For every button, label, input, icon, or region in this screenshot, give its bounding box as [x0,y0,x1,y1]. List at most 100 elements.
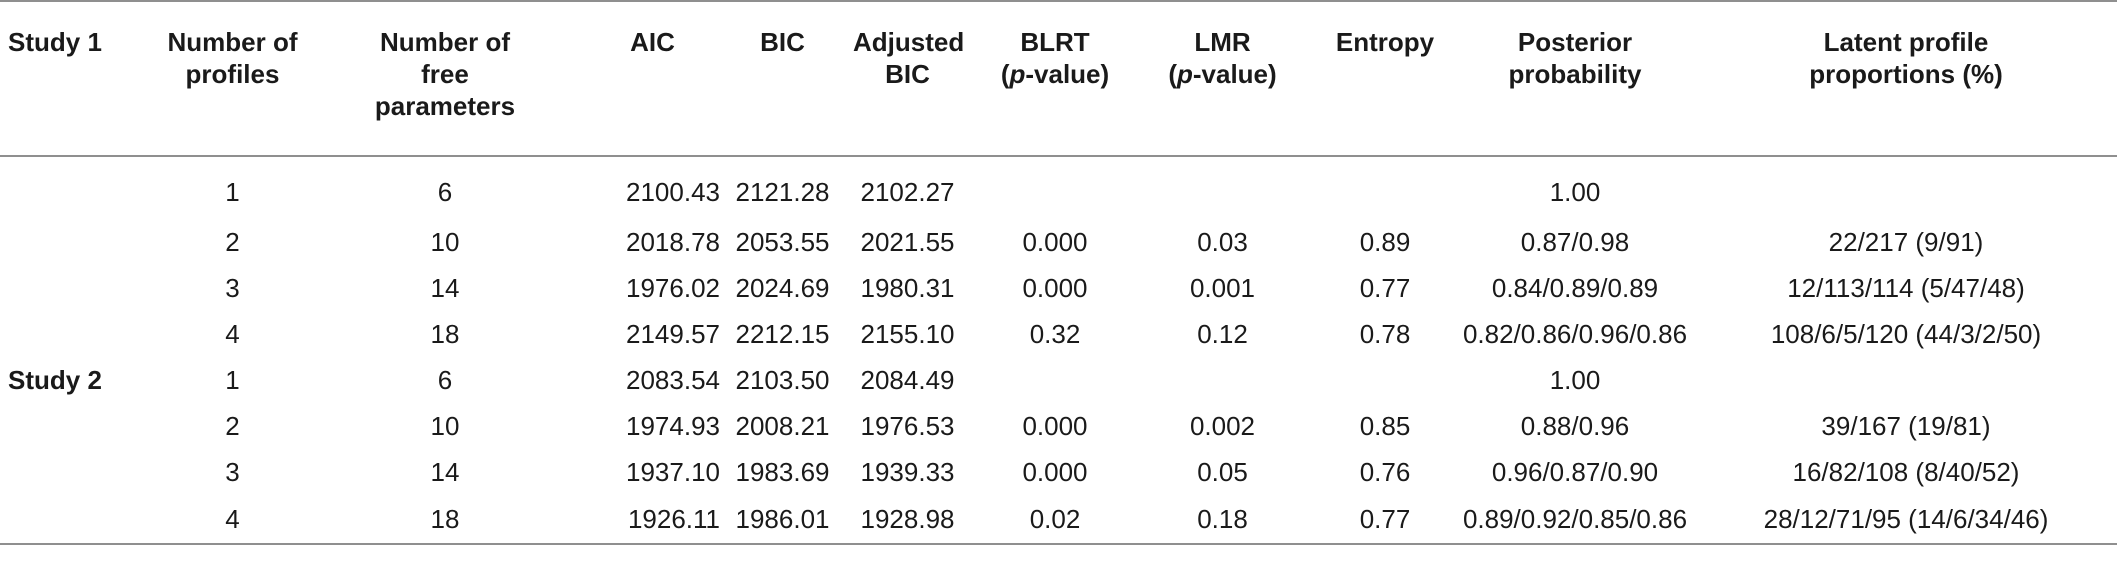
cell-params: 18 [430,319,460,349]
cell-profiles: 2 [225,227,240,257]
cell-adj-bic: 2021.55 [860,227,955,257]
cell-lmr [1130,357,1315,403]
cell-proportions: 16/82/108 (8/40/52) [1792,457,2020,487]
cell-posterior: 1.00 [1549,177,1601,207]
cell-posterior: 0.84/0.89/0.89 [1491,273,1659,303]
cell-entropy [1315,156,1455,219]
cell-entropy: 0.89 [1359,227,1411,257]
cell-lmr: 0.05 [1197,457,1248,487]
cell-bic: 2121.28 [735,177,830,207]
cell-lmr: 0.18 [1130,495,1315,545]
cell-profiles: 4 [150,495,315,545]
cell-blrt [980,357,1130,403]
cell-posterior: 0.82/0.86/0.96/0.86 [1462,319,1688,349]
cell-posterior: 0.87/0.98 [1520,227,1630,257]
header-blrt-p: p [1009,59,1026,89]
cell-params: 10 [430,227,460,257]
cell-profiles: 1 [225,365,240,395]
cell-aic: 1926.11 [575,495,730,545]
cell-aic: 2149.57 [626,319,720,349]
cell-lmr: 0.12 [1197,319,1248,349]
header-profiles: Number of profiles [150,0,315,157]
cell-study [0,403,150,449]
cell-lmr [1130,156,1315,219]
header-lmr: LMR (p-value) [1130,0,1315,157]
cell-study [0,156,150,219]
header-proportions: Latent profile proportions (%) [1695,0,2117,157]
header-lmr-rest: -value) [1192,59,1277,89]
cell-entropy: 0.78 [1359,319,1411,349]
cell-posterior: 0.89/0.92/0.85/0.86 [1455,495,1695,545]
cell-profiles: 3 [225,457,240,487]
cell-bic: 2103.50 [735,365,830,395]
cell-profiles: 4 [225,319,240,349]
cell-adj-bic: 1928.98 [835,495,980,545]
table-row: Study 2 1 6 2083.54 2103.50 2084.49 1.00 [0,357,2117,403]
cell-posterior: 0.96/0.87/0.90 [1491,457,1659,487]
cell-entropy: 0.85 [1359,411,1411,441]
header-study: Study 1 [0,0,150,157]
table-row: 3 14 1937.10 1983.69 1939.33 0.000 0.05 … [0,449,2117,495]
cell-aic: 2018.78 [626,227,720,257]
cell-entropy: 0.77 [1315,495,1455,545]
cell-adj-bic: 2102.27 [860,177,955,207]
cell-aic: 1937.10 [626,457,720,487]
cell-blrt: 0.000 [1022,227,1088,257]
cell-blrt: 0.000 [1022,457,1088,487]
cell-study [0,449,150,495]
cell-blrt [980,156,1130,219]
header-blrt-name: BLRT [1020,27,1090,57]
cell-aic: 1974.93 [626,411,720,441]
cell-adj-bic: 1976.53 [860,411,955,441]
cell-bic: 2024.69 [735,273,830,303]
cell-proportions [1695,156,2117,219]
header-free-params: Number of free parameters [315,0,575,157]
table-header: Study 1 Number of profiles Number of fre… [0,0,2117,157]
cell-profiles: 2 [225,411,240,441]
cell-bic: 2008.21 [735,411,830,441]
cell-profiles: 1 [225,177,240,207]
cell-study [0,265,150,311]
cell-blrt: 0.02 [980,495,1130,545]
cell-adj-bic: 1980.31 [860,273,955,303]
cell-proportions: 22/217 (9/91) [1828,227,1984,257]
header-blrt-paren: ( [1000,59,1010,89]
cell-adj-bic: 2155.10 [860,319,955,349]
cell-study [0,311,150,357]
cell-entropy [1315,357,1455,403]
cell-params: 6 [437,177,453,207]
cell-adj-bic: 2084.49 [860,365,955,395]
header-adj-bic: Adjusted BIC [835,0,980,157]
header-lmr-name: LMR [1194,27,1251,57]
cell-posterior: 1.00 [1549,365,1601,395]
cell-proportions: 12/113/114 (5/47/48) [1787,273,2025,303]
cell-study: Study 2 [8,365,102,395]
cell-params: 6 [437,365,453,395]
cell-proportions: 28/12/71/95 (14/6/34/46) [1695,495,2117,545]
table-row: 2 10 1974.93 2008.21 1976.53 0.000 0.002… [0,403,2117,449]
cell-proportions: 108/6/5/120 (44/3/2/50) [1770,319,2042,349]
cell-proportions [1695,357,2117,403]
header-blrt: BLRT (p-value) [980,0,1130,157]
cell-proportions: 39/167 (19/81) [1821,411,1991,441]
cell-lmr: 0.001 [1189,273,1256,303]
cell-bic: 1986.01 [730,495,835,545]
cell-blrt: 0.000 [1022,273,1088,303]
cell-aic: 2100.43 [626,177,720,207]
cell-blrt: 0.000 [1022,411,1088,441]
cell-params: 10 [430,411,460,441]
header-lmr-p: p [1176,59,1193,89]
header-bic: BIC [730,0,835,157]
table-row: 3 14 1976.02 2024.69 1980.31 0.000 0.001… [0,265,2117,311]
cell-entropy: 0.77 [1359,273,1411,303]
cell-params: 14 [430,273,460,303]
header-entropy: Entropy [1315,0,1455,157]
cell-adj-bic: 1939.33 [860,457,955,487]
cell-aic: 2083.54 [626,365,720,395]
cell-lmr: 0.03 [1197,227,1248,257]
cell-posterior: 0.88/0.96 [1520,411,1630,441]
table-row: 1 6 2100.43 2121.28 2102.27 1.00 [0,156,2117,219]
cell-params: 14 [430,457,460,487]
table-row: 4 18 2149.57 2212.15 2155.10 0.32 0.12 0… [0,311,2117,357]
cell-aic: 1976.02 [626,273,720,303]
